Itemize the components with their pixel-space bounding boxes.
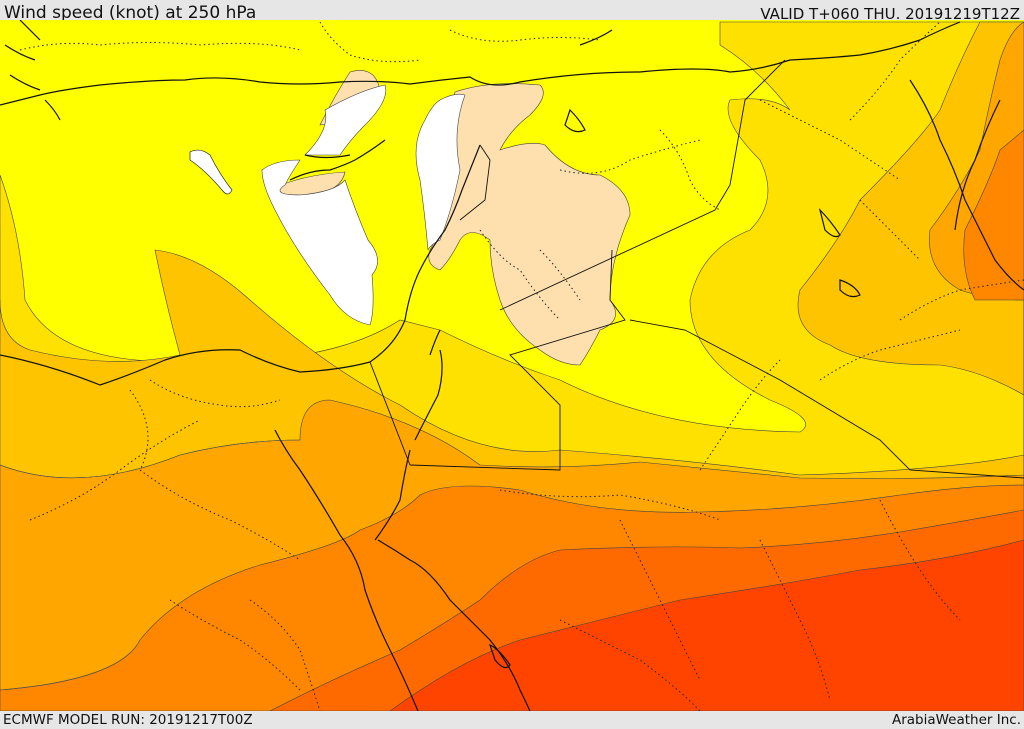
footer-bar: ECMWF MODEL RUN: 20191217T00Z ArabiaWeat…: [0, 711, 1024, 729]
wind-speed-map: [0, 20, 1024, 711]
model-run-label: ECMWF MODEL RUN: 20191217T00Z: [3, 712, 253, 728]
coastlines: [0, 20, 1024, 711]
band-110-120: [389, 539, 1024, 711]
band-below-40: [261, 84, 466, 326]
province-borders: [19, 21, 1024, 711]
dead-sea: [189, 149, 233, 195]
credit-label: ArabiaWeather Inc.: [891, 712, 1021, 728]
isotachs: [0, 439, 301, 691]
country-borders: [369, 59, 1024, 479]
map-title: Wind speed (knot) at 250 hPa: [4, 3, 257, 23]
valid-time-label: VALID T+060 THU. 20191219T12Z: [760, 5, 1020, 23]
header-bar: Wind speed (knot) at 250 hPa VALID T+060…: [0, 0, 1024, 23]
